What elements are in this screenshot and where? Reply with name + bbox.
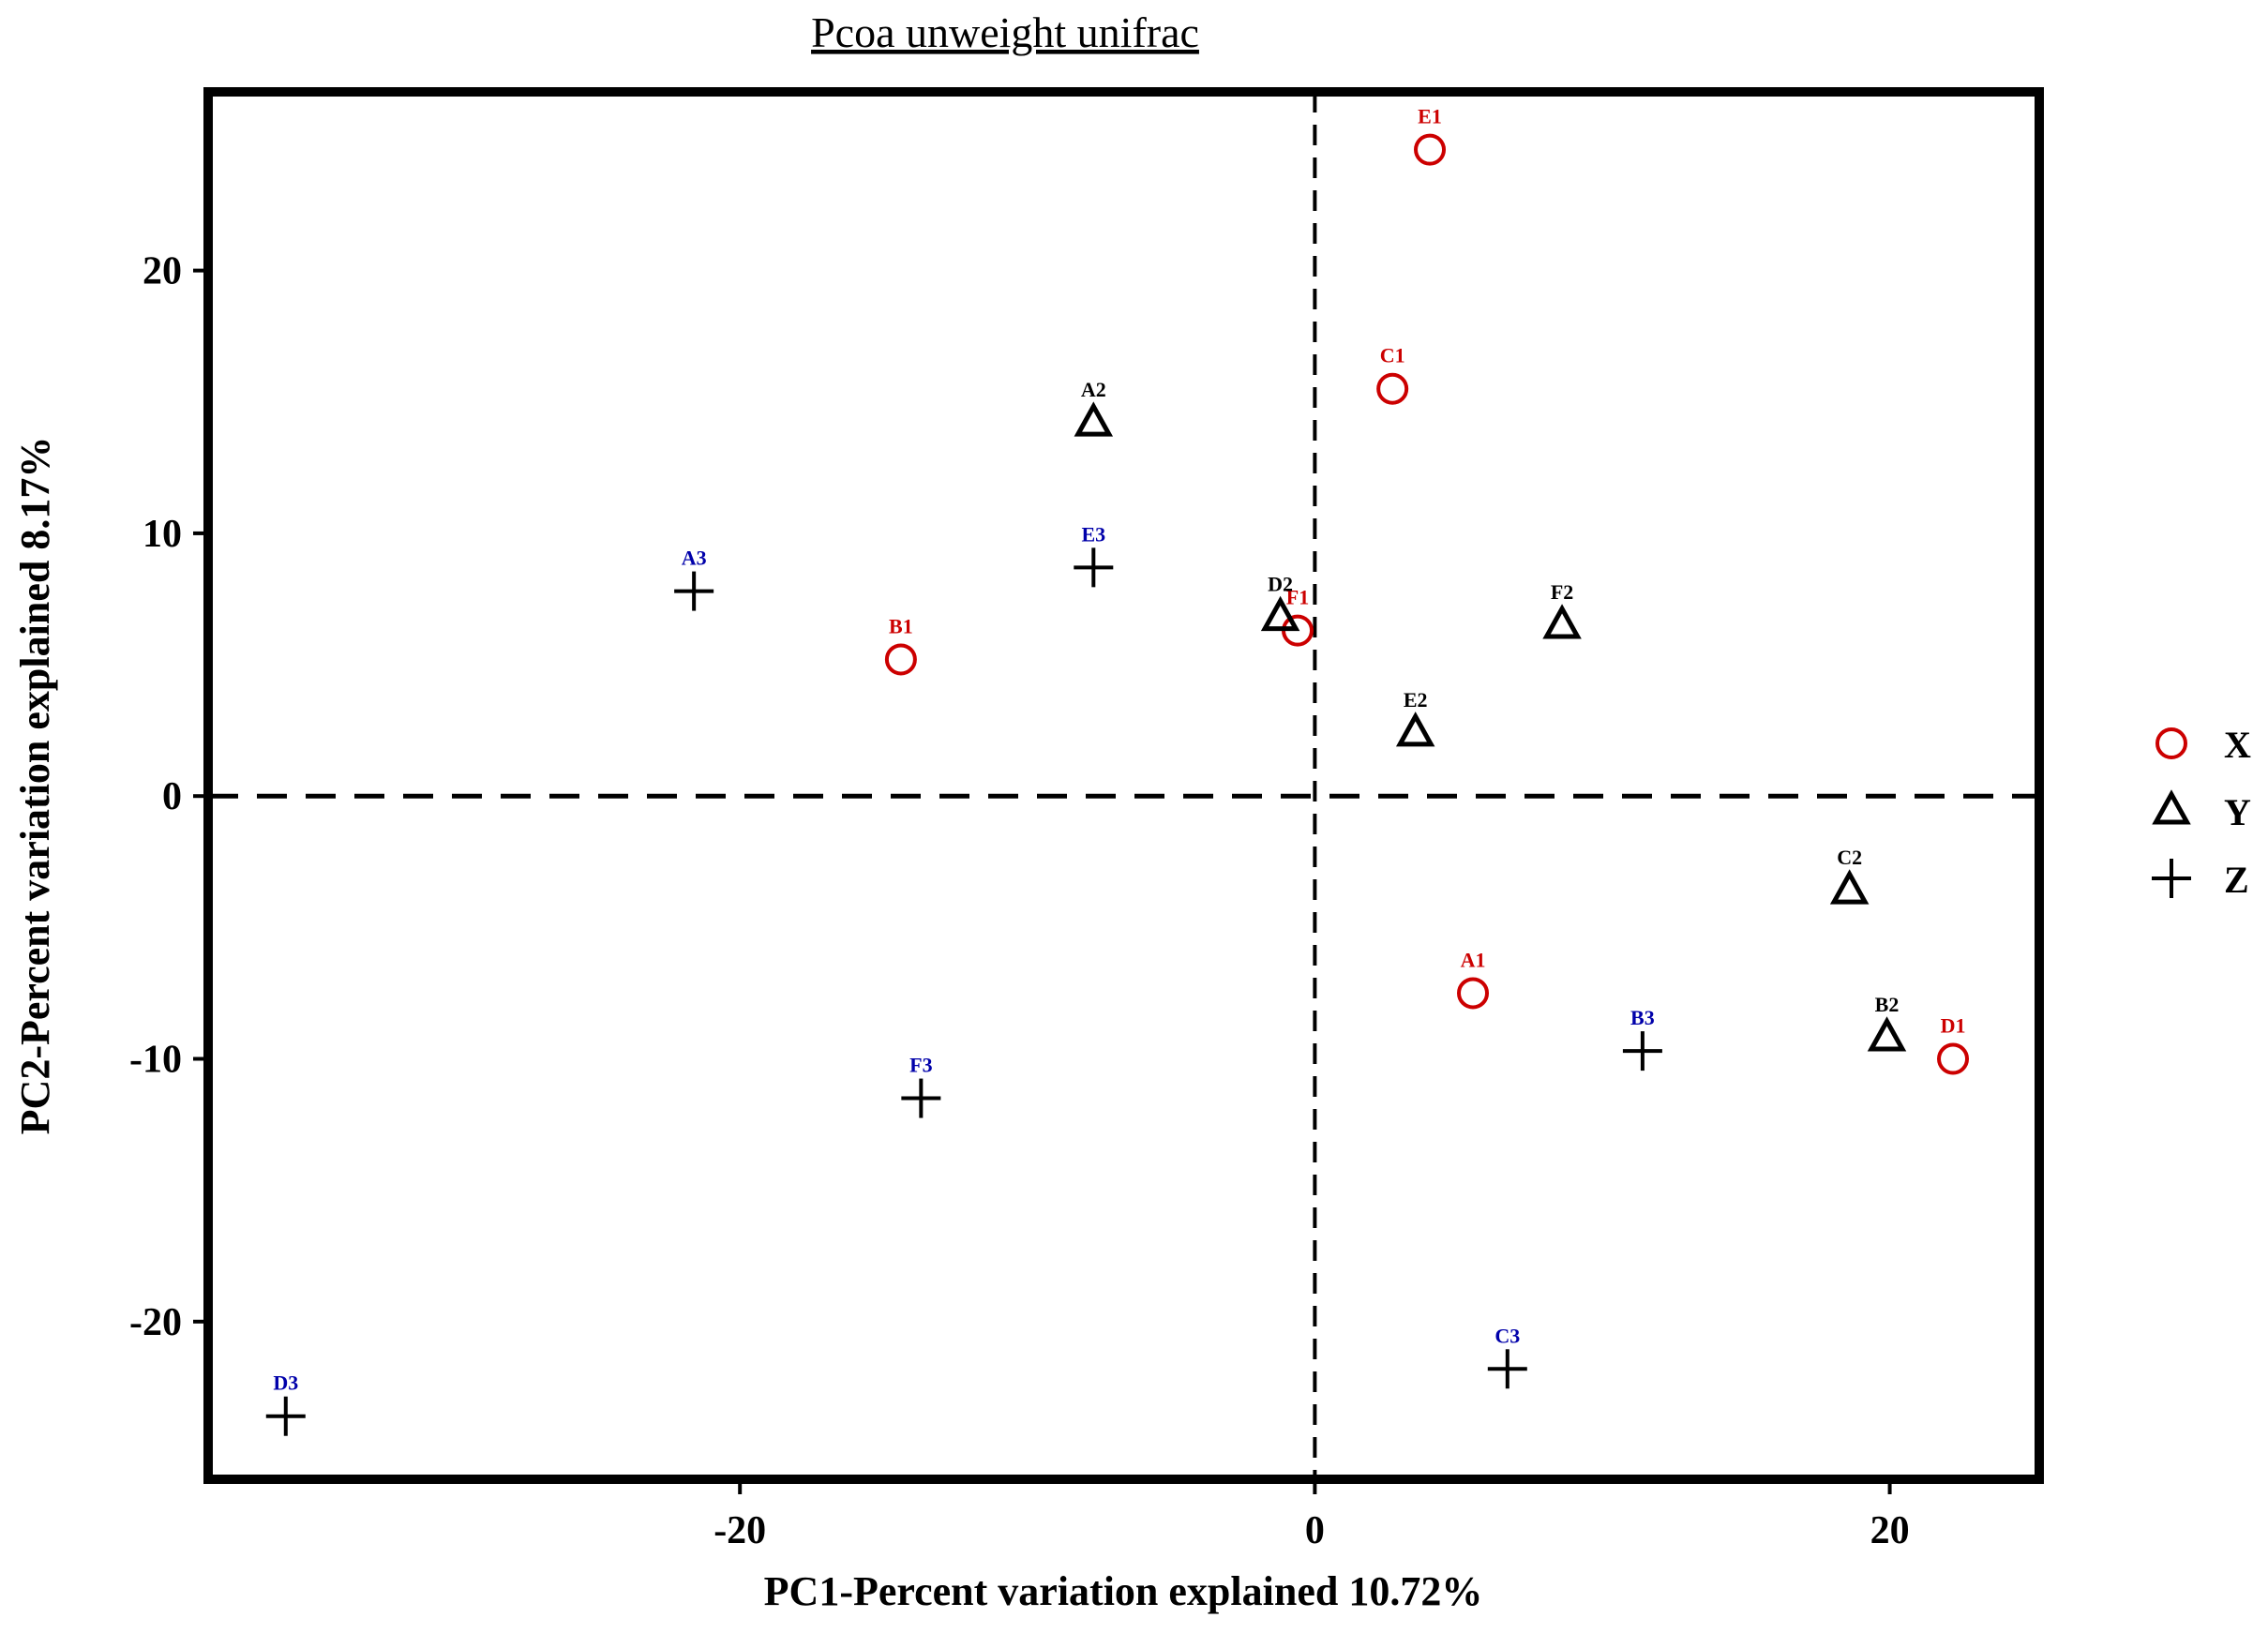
point-e3: [1074, 547, 1114, 588]
point-label-c3: C3: [1494, 1324, 1520, 1347]
point-label-b1: B1: [889, 614, 913, 637]
legend-marker-z: [2152, 859, 2191, 898]
y-tick-label: 20: [143, 250, 182, 293]
point-label-a1: A1: [1461, 948, 1486, 971]
x-tick-label: 0: [1305, 1509, 1325, 1552]
point-label-f2: F2: [1551, 580, 1573, 604]
plot-frame: [203, 87, 2044, 1484]
y-tick-label: -20: [129, 1301, 182, 1344]
legend-marker-x: [2155, 727, 2187, 759]
point-b1: [884, 643, 917, 676]
point-label-d2: D2: [1268, 573, 1293, 596]
x-tick-label: 20: [1870, 1509, 1910, 1552]
y-tick-label: 10: [143, 513, 182, 556]
legend-item-z: Z: [2152, 859, 2249, 901]
y-axis-ticks: -20 -10 0 10 20: [129, 250, 208, 1344]
series-x: E1 C1 B1 F1 A1 D1: [884, 105, 1970, 1075]
point-b2: [1867, 1016, 1907, 1052]
point-label-c2: C2: [1837, 846, 1862, 869]
point-label-f1: F1: [1286, 586, 1309, 609]
point-label-d1: D1: [1941, 1014, 1966, 1038]
point-label-a2: A2: [1081, 378, 1106, 401]
point-label-e2: E2: [1404, 688, 1428, 712]
legend: XYZ: [2152, 724, 2251, 901]
point-label-f3: F3: [909, 1054, 932, 1077]
x-tick-label: -20: [713, 1509, 766, 1552]
legend-item-y: Y: [2152, 789, 2251, 833]
point-a1: [1457, 977, 1490, 1010]
point-label-e1: E1: [1418, 105, 1442, 128]
y-axis-label: PC2-Percent variation explained 8.17%: [12, 437, 58, 1135]
point-e2: [1395, 712, 1435, 747]
x-axis-ticks: -20 0 20: [713, 1479, 1910, 1552]
point-label-c1: C1: [1380, 344, 1405, 367]
point-a2: [1074, 401, 1114, 437]
point-d2: [1260, 595, 1300, 632]
legend-item-x: X: [2155, 724, 2251, 766]
series-y: A2 D2 F2 E2 C2 B2: [1074, 378, 1907, 1052]
x-axis-label: PC1-Percent variation explained 10.72%: [764, 1568, 1483, 1614]
series-z: A3 E3 F3 B3 C3 D3: [265, 522, 1662, 1436]
point-label-d3: D3: [273, 1371, 298, 1395]
point-d1: [1937, 1042, 1970, 1075]
point-label-a3: A3: [682, 547, 707, 570]
point-f2: [1542, 604, 1582, 639]
point-label-e3: E3: [1081, 522, 1105, 546]
point-d3: [265, 1396, 306, 1436]
legend-marker-y: [2152, 789, 2191, 825]
point-a3: [674, 571, 714, 611]
legend-label-x: X: [2224, 724, 2251, 766]
point-c1: [1376, 372, 1409, 405]
y-tick-label: -10: [129, 1039, 182, 1082]
point-label-b2: B2: [1875, 993, 1900, 1016]
point-e1: [1414, 133, 1447, 166]
point-f3: [901, 1078, 941, 1118]
scatter-points: E1 C1 B1 F1 A1 D1 A2 D2 F2 E2 C2 B2 A3 E3 F3 B3 C3 D3: [265, 105, 1970, 1436]
chart-title: Pcoa unweight unifrac: [811, 8, 1199, 56]
legend-label-z: Z: [2224, 859, 2249, 901]
point-b3: [1622, 1031, 1662, 1071]
point-c2: [1829, 869, 1870, 905]
y-tick-label: 0: [162, 775, 182, 818]
reference-lines: [208, 92, 2039, 1479]
point-c3: [1487, 1349, 1527, 1389]
point-label-b3: B3: [1630, 1006, 1655, 1029]
legend-label-y: Y: [2224, 791, 2251, 833]
